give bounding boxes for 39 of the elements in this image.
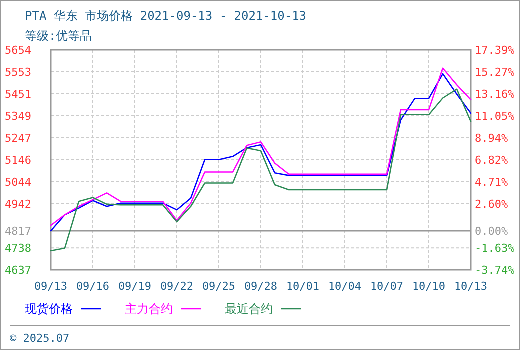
y2-tick-label: 17.39%: [475, 44, 516, 57]
x-tick-label: 10/10: [412, 280, 446, 293]
text: © 2025.07: [10, 332, 70, 345]
y2-tick-label: 2.60%: [475, 198, 508, 211]
x-tick-label: 09/16: [76, 280, 110, 293]
x-tick-label: 10/13: [454, 280, 488, 293]
chart-subtitle: 等级:优等品: [25, 29, 92, 43]
x-tick-label: 10/04: [328, 280, 362, 293]
y-tick-label: 4637: [5, 264, 32, 277]
chart-title: PTA 华东 市场价格 2021-09-13 - 2021-10-13: [25, 9, 307, 23]
y-tick-label: 4942: [5, 198, 32, 212]
y-tick-label: 5247: [5, 132, 32, 146]
x-tick-label: 09/19: [118, 280, 152, 293]
y2-tick-label: 4.71%: [475, 176, 508, 190]
legend-label: 最近合约: [225, 302, 273, 316]
y2-tick-label: 0.00%: [475, 225, 508, 238]
x-tick-label: 09/22: [160, 280, 194, 293]
y2-tick-label: 15.27%: [475, 66, 516, 80]
y-tick-label: 5044: [5, 176, 32, 189]
x-tick-label: 09/25: [202, 280, 236, 293]
y-tick-label: 4738: [5, 242, 32, 256]
x-tick-label: 10/07: [370, 280, 404, 293]
y-tick-label: 5349: [5, 110, 32, 123]
y-tick-label: 5654: [5, 44, 32, 57]
y2-tick-label: -3.74%: [475, 264, 516, 277]
y2-tick-label: 8.94%: [475, 132, 508, 145]
y2-tick-label: 11.05%: [475, 110, 516, 124]
y2-tick-label: 6.82%: [475, 154, 508, 168]
y-tick-label: 5451: [5, 88, 32, 101]
x-tick-label: 09/13: [34, 280, 68, 293]
legend-label: 主力合约: [125, 302, 173, 316]
x-tick-label: 10/01: [286, 280, 320, 293]
y-tick-label: 4817: [5, 225, 32, 238]
y2-tick-label: 13.16%: [475, 88, 516, 102]
legend-label: 现货价格: [25, 302, 73, 316]
x-tick-label: 09/28: [244, 280, 278, 293]
y-tick-label: 5553: [5, 66, 32, 79]
y2-tick-label: -1.63%: [475, 242, 516, 256]
y-tick-label: 5146: [5, 154, 32, 167]
